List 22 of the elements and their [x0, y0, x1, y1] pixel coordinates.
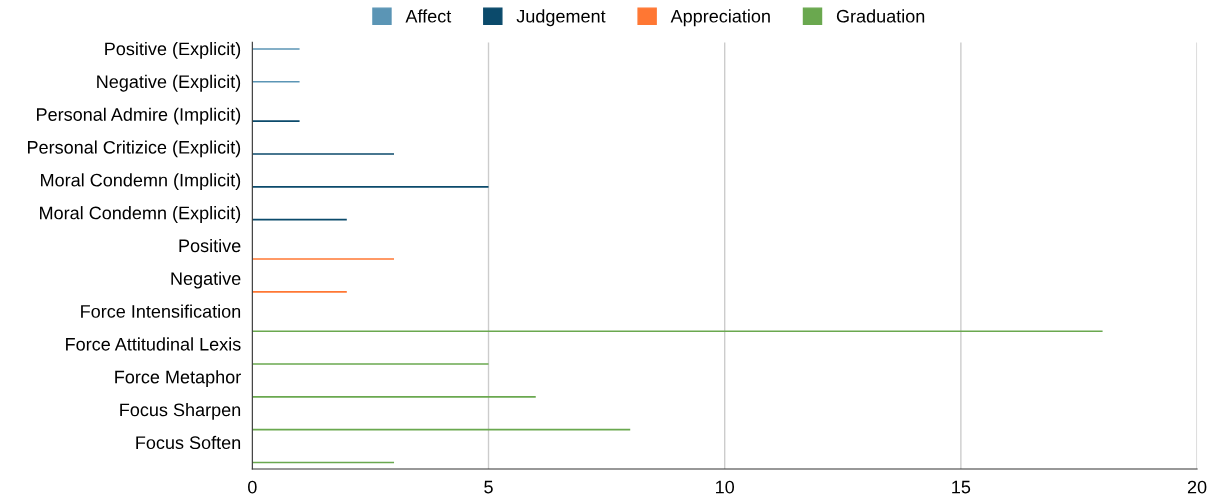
y-tick-label: Moral Condemn (Implicit)	[41, 173, 241, 191]
x-tick-label: 0	[248, 480, 257, 494]
legend-label: Appreciation	[670, 9, 770, 27]
y-tick-label: Personal Critizice (Explicit)	[28, 140, 241, 158]
y-tick-label: Personal Admire (Implicit)	[37, 107, 241, 125]
x-tick-label: 15	[952, 480, 971, 494]
y-tick-label: Moral Condemn (Explicit)	[40, 206, 241, 223]
x-tick-label: 5	[484, 480, 493, 494]
y-tick-label: Negative	[171, 271, 241, 289]
y-tick-label: Focus Sharpen	[120, 403, 241, 420]
legend-label: Graduation	[836, 9, 925, 23]
y-tick-label: Force Metaphor	[115, 370, 241, 388]
y-tick-label: Negative (Explicit)	[97, 74, 241, 92]
y-tick-label: Force Attitudinal Lexis	[66, 337, 241, 351]
legend-label: Judgement	[516, 9, 606, 27]
x-tick-label: 20	[1187, 480, 1207, 494]
legend-label: Affect	[405, 9, 452, 23]
y-tick-label: Force Intensification	[81, 304, 241, 318]
y-tick-label: Positive	[179, 238, 241, 253]
y-tick-label: Positive (Explicit)	[105, 41, 241, 59]
x-tick-label: 10	[716, 480, 735, 494]
y-tick-label: Focus Soften	[136, 435, 241, 450]
